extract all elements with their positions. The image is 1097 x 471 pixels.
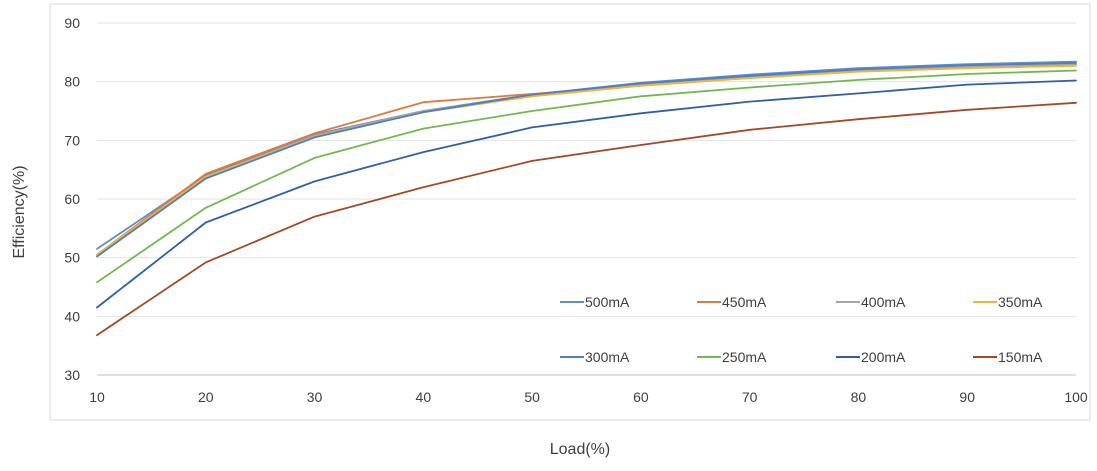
y-axis-ticks: 30 40 50 60 70 80 90 [64, 15, 80, 383]
x-tick-label: 30 [307, 389, 323, 405]
y-tick-label: 40 [64, 308, 80, 324]
series-200mA [97, 80, 1076, 307]
legend-item: 150mA [973, 349, 1043, 365]
y-tick-label: 80 [64, 74, 80, 90]
legend-label: 350mA [998, 294, 1043, 310]
legend-label: 450mA [722, 294, 767, 310]
legend-label: 200mA [861, 349, 906, 365]
x-tick-label: 90 [959, 389, 975, 405]
y-axis-label: Efficiency(%) [11, 165, 28, 258]
legend-item: 250mA [697, 349, 767, 365]
y-tick-label: 30 [64, 367, 80, 383]
series-line [97, 71, 1076, 283]
legend-label: 500mA [585, 294, 630, 310]
series-250mA [97, 71, 1076, 283]
x-tick-label: 50 [524, 389, 540, 405]
legend-item: 500mA [560, 294, 630, 310]
x-tick-label: 100 [1064, 389, 1088, 405]
x-tick-label: 20 [198, 389, 214, 405]
legend-item: 300mA [560, 349, 630, 365]
x-axis-label: Load(%) [550, 441, 610, 458]
legend-item: 350mA [973, 294, 1043, 310]
legend-item: 450mA [697, 294, 767, 310]
x-tick-label: 40 [416, 389, 432, 405]
x-tick-label: 60 [633, 389, 649, 405]
legend-label: 250mA [722, 349, 767, 365]
x-tick-label: 80 [851, 389, 867, 405]
legend-label: 300mA [585, 349, 630, 365]
x-tick-label: 70 [742, 389, 758, 405]
series-line [97, 64, 1076, 255]
y-tick-label: 60 [64, 191, 80, 207]
legend: 500mA 450mA 400mA 350mA 300mA 250mA 200mA 150mA [560, 294, 1043, 365]
y-tick-label: 70 [64, 132, 80, 148]
legend-item: 400mA [836, 294, 906, 310]
series-450mA [97, 64, 1076, 255]
legend-label: 150mA [998, 349, 1043, 365]
legend-label: 400mA [861, 294, 906, 310]
y-tick-label: 90 [64, 15, 80, 31]
series-line [97, 81, 1076, 308]
legend-item: 200mA [836, 349, 906, 365]
x-tick-label: 10 [89, 389, 105, 405]
y-tick-label: 50 [64, 250, 80, 266]
x-axis-ticks: 10 20 30 40 50 60 70 80 90 100 [89, 389, 1088, 405]
